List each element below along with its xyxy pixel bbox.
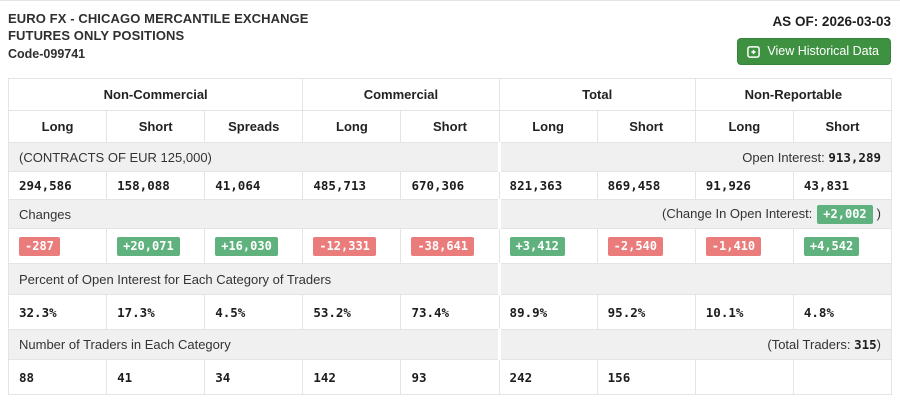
change-badge: +16,030 [215, 236, 278, 256]
change-badge: -12,331 [313, 236, 376, 256]
change-badge: -287 [19, 236, 60, 256]
positions-row: 294,586 158,088 41,064 485,713 670,306 8… [7, 171, 893, 200]
page-subtitle: FUTURES ONLY POSITIONS [8, 28, 185, 43]
change-cell: +20,071 [106, 228, 206, 264]
group-header-non-reportable: Non-Reportable [694, 78, 893, 111]
percent-band-row: Percent of Open Interest for Each Catego… [8, 263, 893, 295]
positions-table: Non-Commercial Commercial Total Non-Repo… [7, 78, 893, 395]
percent-cell: 32.3% [7, 294, 108, 330]
change-cell: -1,410 [694, 228, 794, 264]
change-badge: +4,542 [803, 236, 860, 256]
column-header: Short [106, 110, 206, 143]
change-oi-prefix: (Change In Open Interest: [661, 205, 813, 221]
percent-cell: 4.8% [792, 294, 893, 330]
total-traders-cell: (Total Traders: 315) [497, 329, 893, 360]
position-cell: 41,064 [204, 171, 304, 200]
change-badge: -2,540 [607, 236, 664, 256]
percent-band-spacer [497, 263, 893, 295]
changes-row: -287 +20,071 +16,030 -12,331 -38,641 +3,… [7, 228, 893, 264]
change-badge: +3,412 [509, 236, 565, 256]
group-header-row: Non-Commercial Commercial Total Non-Repo… [7, 78, 893, 111]
group-header-non-commercial: Non-Commercial [7, 78, 304, 111]
column-header: Spreads [204, 110, 304, 143]
trader-count-cell: 34 [204, 359, 304, 395]
percent-cell: 73.4% [400, 294, 500, 330]
trader-count-cell: 142 [302, 359, 402, 395]
column-header: Long [498, 110, 598, 143]
column-header: Long [694, 110, 794, 143]
position-cell: 670,306 [400, 171, 500, 200]
changes-label: Changes [8, 199, 500, 229]
percent-cell: 17.3% [106, 294, 206, 330]
percent-cell: 89.9% [498, 294, 598, 330]
contracts-band-row: (CONTRACTS OF EUR 125,000) Open Interest… [8, 142, 893, 172]
traders-label: Number of Traders in Each Category [8, 329, 500, 360]
view-historical-data-button[interactable]: View Historical Data [737, 38, 891, 65]
percent-cell: 4.5% [204, 294, 304, 330]
open-interest-label: Open Interest: [742, 149, 825, 165]
total-traders-value: 315 [854, 337, 877, 352]
position-cell: 485,713 [302, 171, 402, 200]
change-cell: +16,030 [204, 228, 304, 264]
position-cell: 869,458 [596, 171, 696, 200]
trader-count-cell: 156 [596, 359, 696, 395]
position-cell: 821,363 [498, 171, 598, 200]
percent-cell: 53.2% [302, 294, 402, 330]
trader-counts-row: 88 41 34 142 93 242 156 [7, 359, 893, 395]
position-cell: 43,831 [792, 171, 893, 200]
percent-cell: 95.2% [596, 294, 696, 330]
column-header: Long [7, 110, 108, 143]
change-cell: +3,412 [498, 228, 598, 264]
position-cell: 91,926 [694, 171, 794, 200]
group-header-total: Total [498, 78, 696, 111]
view-historical-data-label: View Historical Data [767, 44, 879, 58]
group-header-commercial: Commercial [302, 78, 500, 111]
trader-count-cell [694, 359, 794, 395]
percent-cell: 10.1% [694, 294, 794, 330]
open-interest-value: 913,289 [828, 149, 881, 165]
contract-code: Code-099741 [8, 47, 86, 61]
trader-count-cell: 93 [400, 359, 500, 395]
column-header: Short [400, 110, 500, 143]
percent-label: Percent of Open Interest for Each Catego… [8, 263, 500, 295]
total-traders-suffix: ) [876, 337, 881, 352]
change-in-open-interest-cell: (Change In Open Interest: +2,002) [497, 199, 893, 229]
report-header: EURO FX - CHICAGO MERCANTILE EXCHANGE FU… [8, 10, 309, 63]
percents-row: 32.3% 17.3% 4.5% 53.2% 73.4% 89.9% 95.2%… [7, 294, 893, 330]
trader-count-cell [792, 359, 893, 395]
position-cell: 158,088 [106, 171, 206, 200]
traders-band-row: Number of Traders in Each Category (Tota… [8, 329, 893, 360]
contracts-label: (CONTRACTS OF EUR 125,000) [8, 142, 500, 172]
trader-count-cell: 88 [7, 359, 108, 395]
trader-count-cell: 242 [498, 359, 598, 395]
change-oi-suffix: ) [876, 205, 881, 221]
column-header: Short [596, 110, 696, 143]
changes-band-row: Changes (Change In Open Interest: +2,002) [8, 199, 893, 229]
change-cell: -38,641 [400, 228, 500, 264]
history-plus-icon [747, 45, 761, 58]
change-cell: -2,540 [596, 228, 696, 264]
as-of-date: AS OF: 2026-03-03 [772, 14, 891, 29]
column-header: Short [792, 110, 893, 143]
change-badge: +20,071 [117, 236, 180, 256]
column-header: Long [302, 110, 402, 143]
total-traders-prefix: (Total Traders: [767, 337, 851, 352]
change-cell: +4,542 [792, 228, 893, 264]
change-badge: -38,641 [411, 236, 475, 256]
change-oi-badge: +2,002 [817, 204, 873, 224]
column-header-row: Long Short Spreads Long Short Long Short… [7, 110, 893, 143]
trader-count-cell: 41 [106, 359, 206, 395]
page-title: EURO FX - CHICAGO MERCANTILE EXCHANGE [8, 11, 309, 26]
position-cell: 294,586 [7, 171, 108, 200]
change-badge: -1,410 [705, 236, 762, 256]
open-interest-cell: Open Interest: 913,289 [497, 142, 893, 172]
change-cell: -12,331 [302, 228, 402, 264]
change-cell: -287 [7, 228, 108, 264]
